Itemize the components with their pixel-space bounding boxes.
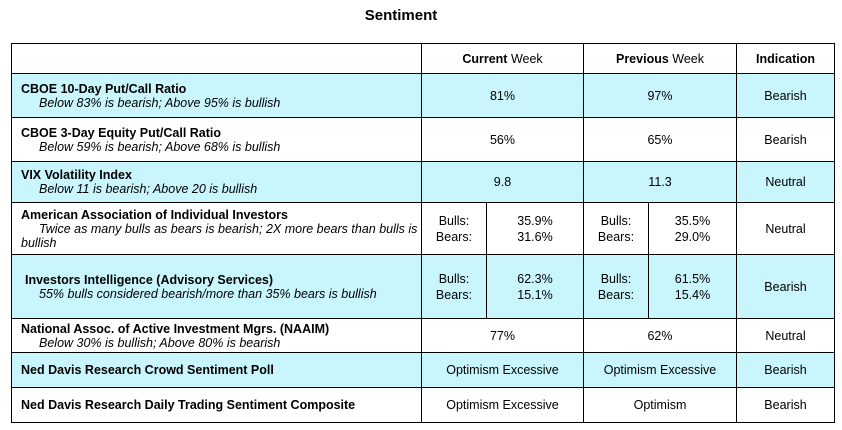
table-row: Ned Davis Research Daily Trading Sentime… bbox=[11, 387, 835, 423]
indication-value: Neutral bbox=[736, 161, 835, 203]
indicator-desc: Below 30% is bullish; Above 80% is beari… bbox=[39, 335, 281, 350]
table-row: Investors Intelligence (Advisory Service… bbox=[11, 254, 835, 319]
indication-value: Neutral bbox=[736, 318, 835, 353]
indicator-name: CBOE 3-Day Equity Put/Call Ratio bbox=[21, 125, 222, 140]
indication-value: Bearish bbox=[736, 73, 835, 118]
indicator-desc: 55% bulls considered bearish/more than 3… bbox=[39, 286, 377, 301]
indication-value: Bearish bbox=[736, 387, 835, 423]
indicator-cell: National Assoc. of Active Investment Mgr… bbox=[11, 318, 422, 353]
current-bulls-bears: Bulls: Bears: 62.3% 15.1% bbox=[421, 254, 584, 319]
bulls-value: 35.9% bbox=[517, 213, 553, 228]
indicator-name: National Assoc. of Active Investment Mgr… bbox=[21, 321, 330, 336]
bulls-label: Bulls: bbox=[438, 271, 470, 286]
bulls-label: Bulls: bbox=[600, 213, 632, 228]
indication-value: Bearish bbox=[736, 117, 835, 162]
indicator-desc: Below 83% is bearish; Above 95% is bulli… bbox=[39, 95, 281, 110]
indicator-cell: Ned Davis Research Crowd Sentiment Poll bbox=[11, 352, 422, 388]
bulls-value: 62.3% bbox=[517, 271, 553, 286]
bears-label: Bears: bbox=[435, 287, 473, 302]
current-value: 77% bbox=[421, 318, 584, 353]
indication-value: Bearish bbox=[736, 254, 835, 319]
indicator-desc: Below 59% is bearish; Above 68% is bulli… bbox=[39, 139, 281, 154]
bulls-value: 61.5% bbox=[674, 271, 711, 286]
indicator-cell: CBOE 10-Day Put/Call Ratio Below 83% is … bbox=[11, 73, 422, 118]
header-current-week: Current Week bbox=[421, 43, 584, 74]
table-row: CBOE 10-Day Put/Call Ratio Below 83% is … bbox=[11, 73, 835, 118]
indicator-name: CBOE 10-Day Put/Call Ratio bbox=[21, 81, 187, 96]
indication-value: Neutral bbox=[736, 202, 835, 255]
page-title: Sentiment bbox=[364, 7, 438, 24]
indicator-cell: American Association of Individual Inves… bbox=[11, 202, 422, 255]
bears-value: 29.0% bbox=[674, 229, 711, 244]
table-row: American Association of Individual Inves… bbox=[11, 202, 835, 255]
indicator-name: Ned Davis Research Crowd Sentiment Poll bbox=[21, 363, 274, 377]
indicator-desc: Twice as many bulls as bears is bearish;… bbox=[21, 221, 418, 250]
indication-value: Bearish bbox=[736, 352, 835, 388]
indicator-cell: VIX Volatility Index Below 11 is bearish… bbox=[11, 161, 422, 203]
bulls-label: Bulls: bbox=[600, 271, 632, 286]
table-row: National Assoc. of Active Investment Mgr… bbox=[11, 318, 835, 353]
current-bulls-bears: Bulls: Bears: 35.9% 31.6% bbox=[421, 202, 584, 255]
indicator-desc: Below 11 is bearish; Above 20 is bullish bbox=[39, 182, 258, 196]
indicator-name: VIX Volatility Index bbox=[21, 168, 132, 182]
current-value: 81% bbox=[421, 73, 584, 118]
previous-value: 62% bbox=[583, 318, 737, 353]
previous-bulls-bears: Bulls: Bears: 61.5% 15.4% bbox=[583, 254, 737, 319]
bulls-label: Bulls: bbox=[438, 213, 470, 228]
previous-value: Optimism bbox=[583, 387, 737, 423]
header-row: Current Week Previous Week Indication bbox=[11, 43, 835, 74]
bears-label: Bears: bbox=[435, 229, 473, 244]
current-value: Optimism Excessive bbox=[421, 352, 584, 388]
previous-value: 11.3 bbox=[583, 161, 737, 203]
header-indication: Indication bbox=[736, 43, 835, 74]
bears-label: Bears: bbox=[597, 287, 635, 302]
bears-label: Bears: bbox=[597, 229, 635, 244]
indicator-name: American Association of Individual Inves… bbox=[21, 207, 288, 222]
bears-value: 15.4% bbox=[674, 287, 711, 302]
previous-bulls-bears: Bulls: Bears: 35.5% 29.0% bbox=[583, 202, 737, 255]
previous-value: 97% bbox=[583, 73, 737, 118]
current-value: 56% bbox=[421, 117, 584, 162]
table-row: VIX Volatility Index Below 11 is bearish… bbox=[11, 161, 835, 203]
table-row: Ned Davis Research Crowd Sentiment Poll … bbox=[11, 352, 835, 388]
indicator-cell: Ned Davis Research Daily Trading Sentime… bbox=[11, 387, 422, 423]
previous-value: 65% bbox=[583, 117, 737, 162]
table-row: CBOE 3-Day Equity Put/Call Ratio Below 5… bbox=[11, 117, 835, 162]
header-previous-week: Previous Week bbox=[583, 43, 737, 74]
header-indicator bbox=[11, 43, 422, 74]
previous-value: Optimism Excessive bbox=[583, 352, 737, 388]
indicator-cell: CBOE 3-Day Equity Put/Call Ratio Below 5… bbox=[11, 117, 422, 162]
bulls-value: 35.5% bbox=[674, 213, 711, 228]
sentiment-table: Current Week Previous Week Indication CB… bbox=[11, 43, 835, 423]
indicator-name: Ned Davis Research Daily Trading Sentime… bbox=[21, 398, 356, 412]
indicator-cell: Investors Intelligence (Advisory Service… bbox=[11, 254, 422, 319]
current-value: Optimism Excessive bbox=[421, 387, 584, 423]
bears-value: 31.6% bbox=[517, 229, 553, 244]
indicator-name: Investors Intelligence (Advisory Service… bbox=[25, 272, 274, 287]
bears-value: 15.1% bbox=[517, 287, 553, 302]
current-value: 9.8 bbox=[421, 161, 584, 203]
